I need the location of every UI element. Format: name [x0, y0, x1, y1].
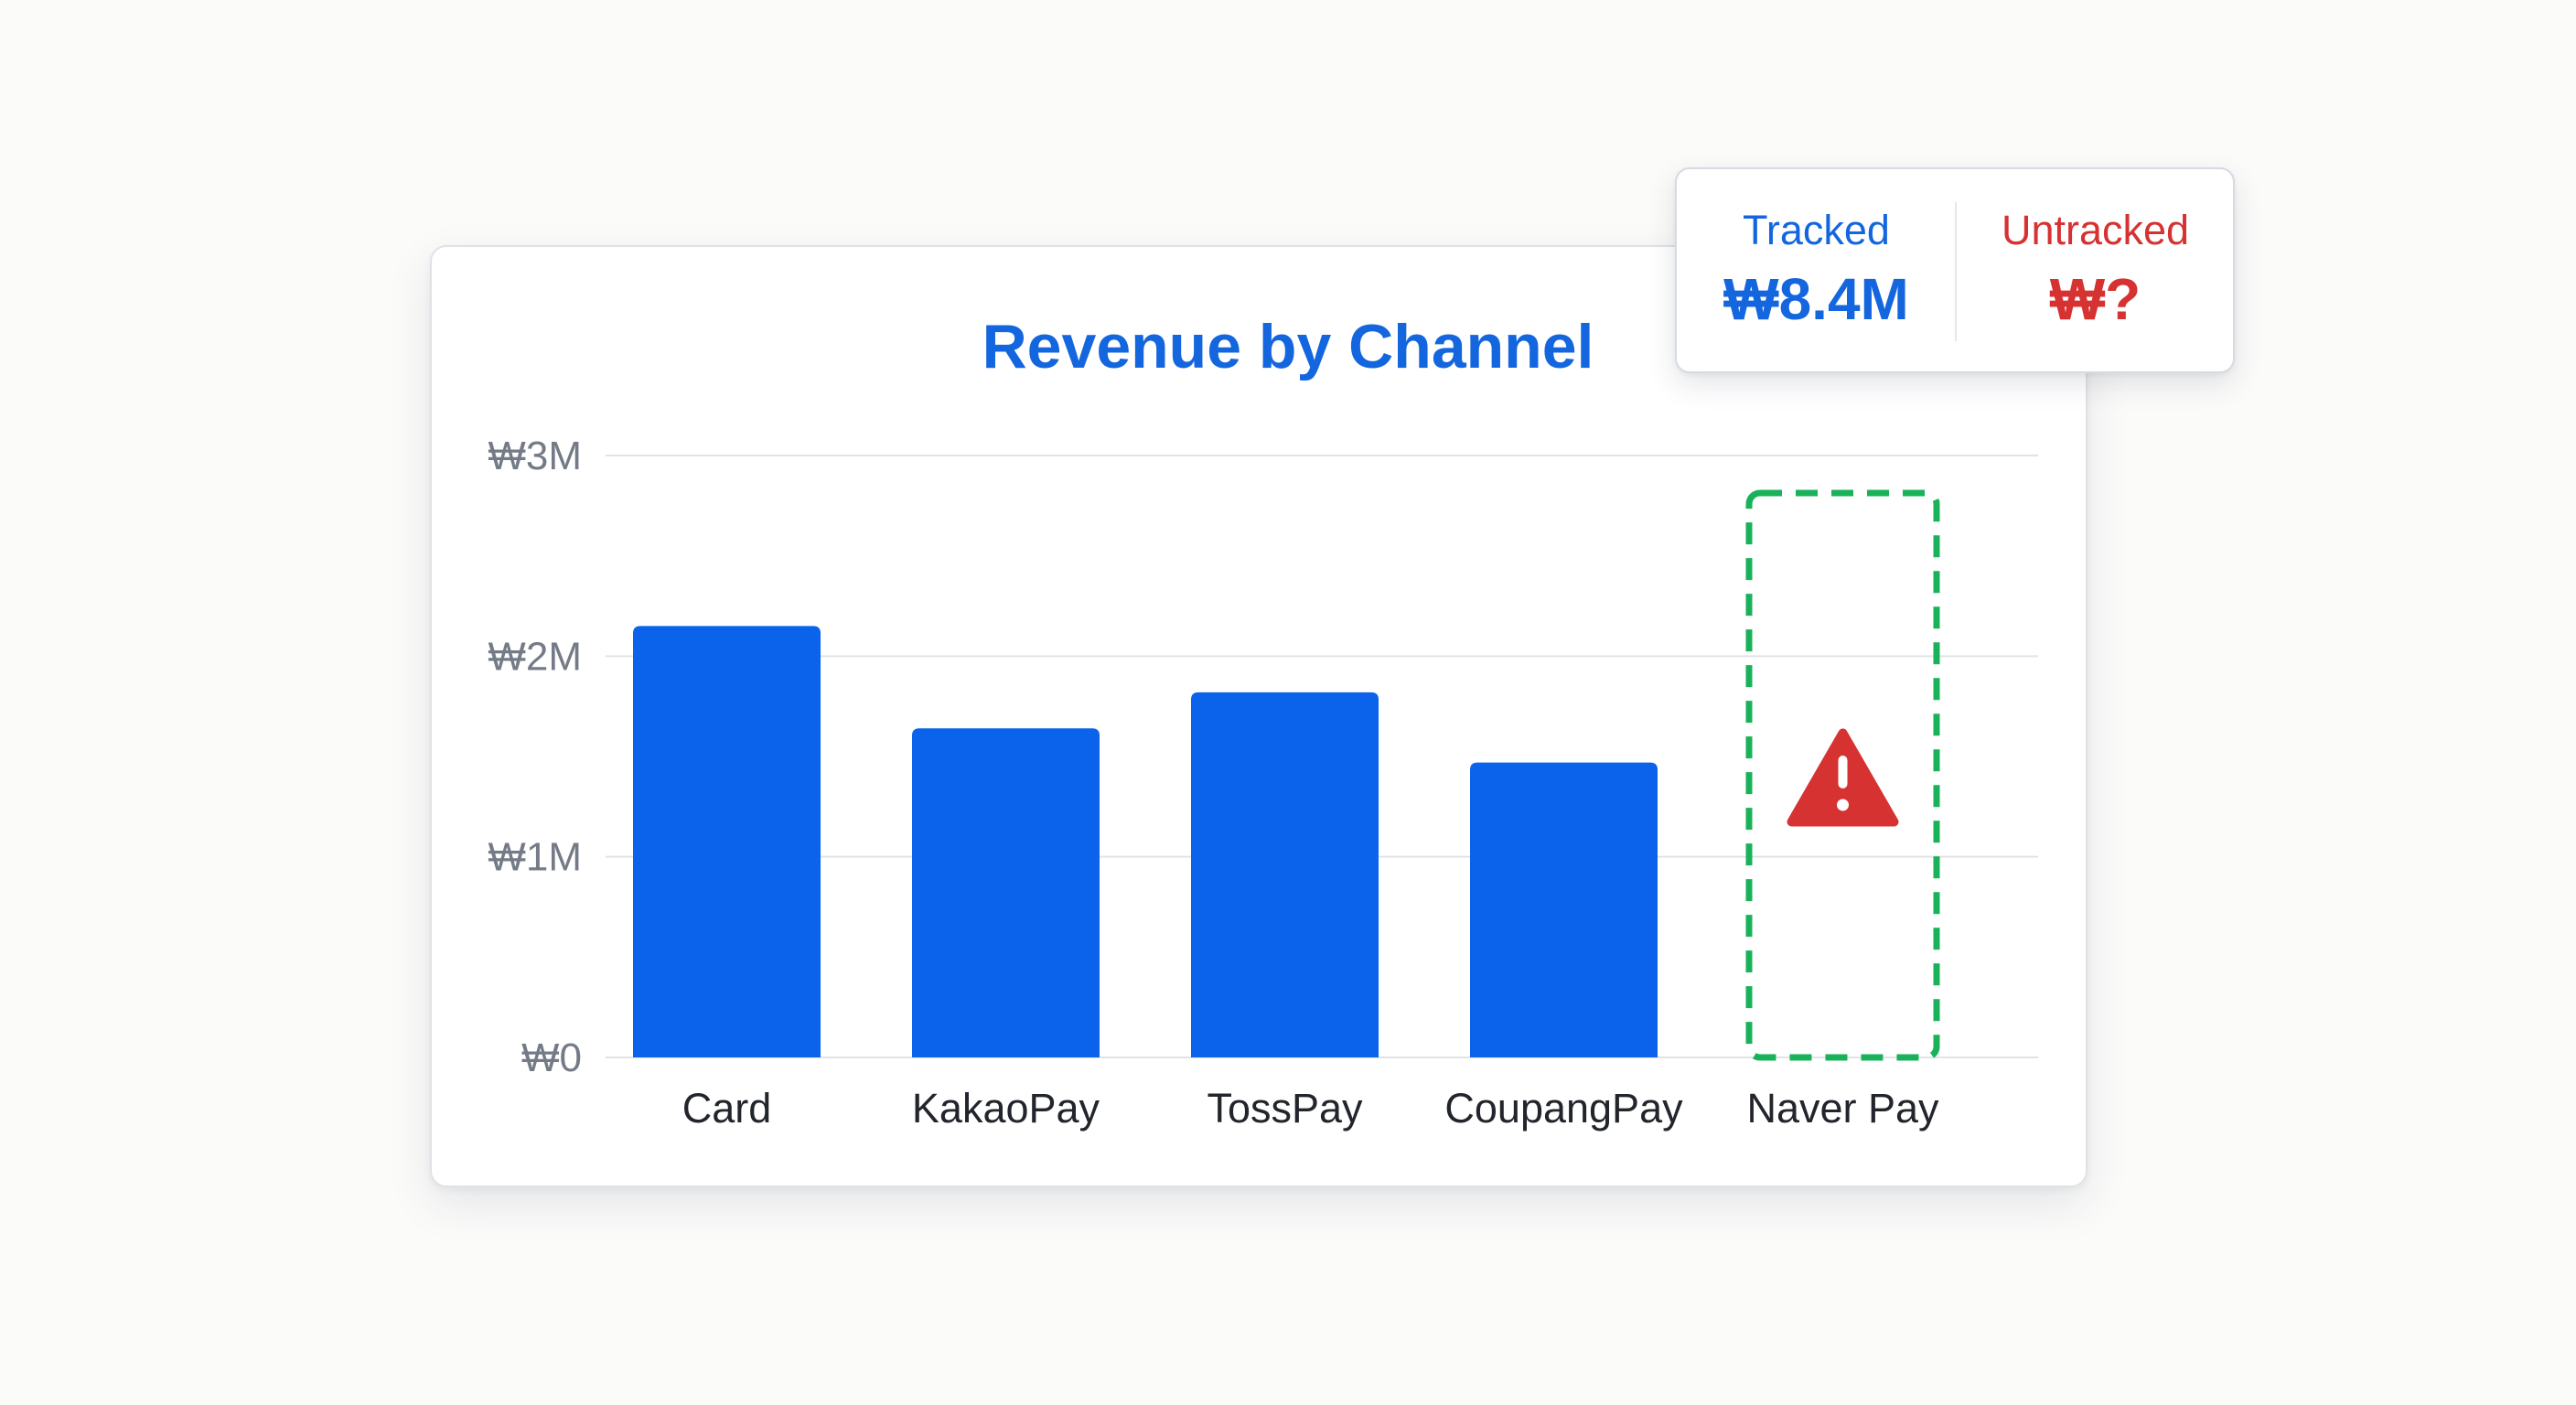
missing-data-outline	[1745, 489, 1940, 1061]
x-tick-label: Naver Pay	[1746, 1085, 1939, 1132]
y-tick-label: ₩2M	[488, 634, 582, 679]
revenue-summary-card: Tracked ₩8.4M Untracked ₩?	[1675, 167, 2235, 373]
warning-exclamation-dot	[1837, 799, 1849, 811]
tracked-summary: Tracked ₩8.4M	[1677, 169, 1956, 371]
summary-divider	[1955, 202, 1957, 341]
y-tick-label: ₩0	[521, 1035, 582, 1080]
tracked-value: ₩8.4M	[1723, 266, 1909, 332]
chart-card: Revenue by Channel ₩0 ₩1M ₩2M ₩3M Card KakaoP…	[430, 245, 2088, 1187]
y-tick-label: ₩1M	[488, 835, 582, 880]
untracked-label: Untracked	[2001, 207, 2190, 253]
bar-tosspay	[1191, 692, 1379, 1057]
x-tick-label: TossPay	[1207, 1085, 1363, 1132]
bar-card	[633, 626, 821, 1057]
x-tick-label: Card	[682, 1085, 772, 1132]
bar-coupangpay	[1470, 762, 1658, 1057]
y-tick-label: ₩3M	[488, 434, 582, 478]
untracked-value: ₩?	[2049, 266, 2141, 332]
untracked-summary: Untracked ₩?	[1956, 169, 2235, 371]
x-tick-label: KakaoPay	[912, 1085, 1100, 1132]
bar-chart: ₩0 ₩1M ₩2M ₩3M Card KakaoPay TossPay CoupangPay…	[488, 434, 2038, 1132]
chart-title: Revenue by Channel	[982, 312, 1594, 381]
tracked-label: Tracked	[1743, 207, 1890, 253]
bar-kakaopay	[912, 728, 1100, 1057]
x-tick-label: CoupangPay	[1444, 1085, 1683, 1132]
warning-exclamation-mark	[1838, 756, 1848, 788]
